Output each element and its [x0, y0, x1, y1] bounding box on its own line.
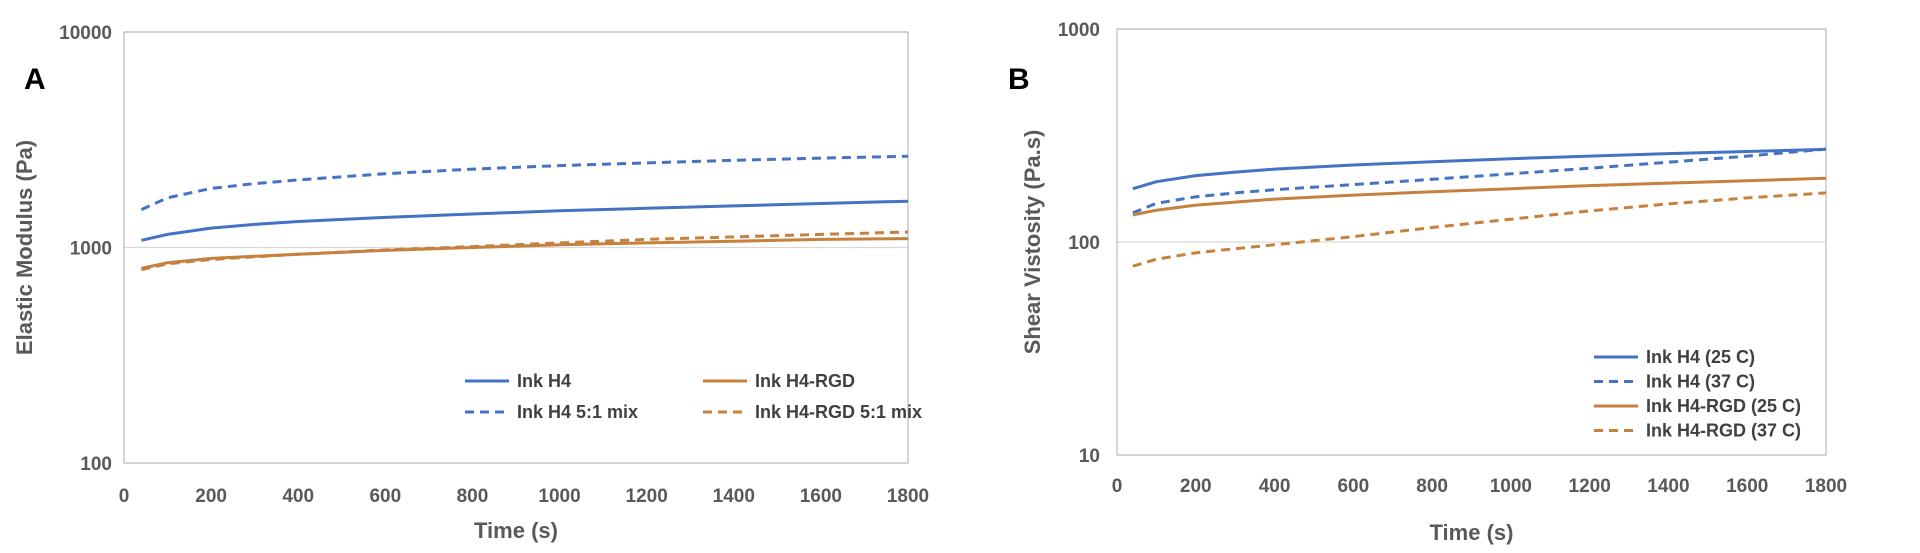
series-line-2 [1132, 147, 1827, 215]
legend-label: Ink H4 5:1 mix [517, 402, 638, 422]
x-tick-label: 400 [282, 486, 314, 507]
x-tick-label: 1800 [1805, 476, 1847, 497]
x-tick-label: 600 [1337, 476, 1369, 497]
series-line-4 [1132, 191, 1827, 268]
y-axis-title: Elastic Modulus (Pa) [12, 140, 37, 355]
x-tick-label: 200 [195, 486, 227, 507]
x-tick-label: 0 [1112, 476, 1123, 497]
legend-label: Ink H4-RGD (37 C) [1646, 421, 1801, 441]
series-line-1 [1132, 147, 1827, 191]
x-axis-title: Time (s) [1430, 520, 1514, 545]
series-line-3 [141, 237, 909, 270]
y-tick-label: 100 [1068, 233, 1100, 254]
series-line-3 [1132, 176, 1827, 217]
x-tick-label: 1400 [1647, 476, 1689, 497]
legend-label: Ink H4 (37 C) [1646, 372, 1755, 392]
chart-panel-a: 100 1000 10000 0 200 400 600 800 1000 1200 1400 160… [12, 23, 929, 543]
series-line-1 [141, 199, 909, 242]
y-tick-label: 10 [1079, 446, 1100, 467]
x-tick-label: 1800 [887, 486, 929, 507]
y-tick-label: 1000 [1058, 20, 1100, 41]
legend-label: Ink H4 [517, 371, 571, 391]
y-axis-title: Shear Vistosity (Pa.s) [1020, 130, 1045, 355]
y-tick-label: 10000 [59, 23, 112, 44]
x-tick-label: 400 [1259, 476, 1291, 497]
x-tick-label: 1600 [800, 486, 842, 507]
x-tick-label: 1000 [538, 486, 580, 507]
x-tick-label: 200 [1180, 476, 1212, 497]
chart-panel-b: 10 100 1000 0 200 400 600 800 1000 1200 1400 1600 18… [1008, 20, 1847, 545]
legend-label: Ink H4-RGD [755, 371, 855, 391]
x-tick-label: 1200 [626, 486, 668, 507]
legend-label: Ink H4-RGD (25 C) [1646, 396, 1801, 416]
x-tick-label: 1400 [713, 486, 755, 507]
panel-letter: A [24, 63, 46, 96]
x-tick-label: 1600 [1726, 476, 1768, 497]
legend-label: Ink H4 (25 C) [1646, 347, 1755, 367]
panel-letter: B [1008, 63, 1030, 96]
x-tick-label: 0 [119, 486, 130, 507]
y-tick-label: 100 [80, 454, 112, 475]
series-line-2 [140, 154, 909, 211]
x-tick-label: 1200 [1569, 476, 1611, 497]
legend-label: Ink H4-RGD 5:1 mix [755, 402, 922, 422]
plot-area [1116, 28, 1827, 456]
x-tick-label: 800 [457, 486, 489, 507]
x-tick-label: 800 [1416, 476, 1448, 497]
plot-area [123, 31, 909, 464]
x-tick-label: 1000 [1490, 476, 1532, 497]
series-line-4 [141, 230, 909, 272]
x-tick-label: 600 [369, 486, 401, 507]
y-tick-label: 1000 [70, 239, 112, 260]
x-axis-title: Time (s) [474, 518, 558, 543]
